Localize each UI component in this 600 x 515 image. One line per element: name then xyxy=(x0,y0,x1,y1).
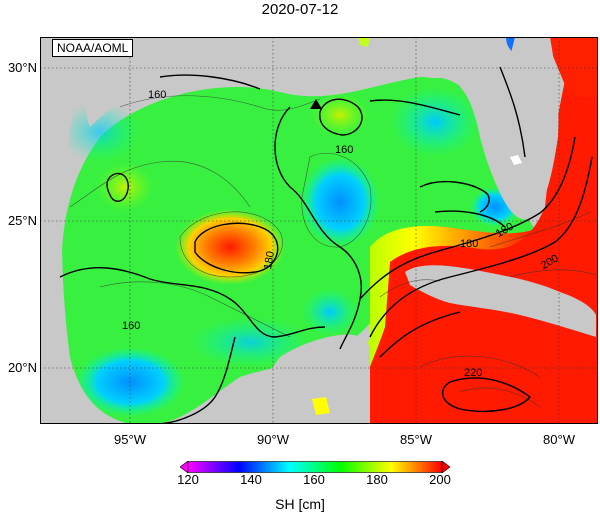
yucatan-coast-yellow xyxy=(312,397,330,415)
contour-label: 160 xyxy=(148,89,166,101)
colorbar-tick: 200 xyxy=(429,472,451,487)
cool-eddy-central xyxy=(300,157,380,247)
lat-tick-label: 30°N xyxy=(7,60,37,75)
florida-land xyxy=(460,37,559,220)
contour-label: 180 xyxy=(460,238,478,250)
lon-tick-label: 95°W xyxy=(114,432,146,447)
florida-keys-land xyxy=(510,155,522,165)
contour-label: 160 xyxy=(122,320,140,332)
coast-detail-yellow xyxy=(358,37,370,47)
colorbar-tick: 140 xyxy=(240,472,262,487)
contour-label: 160 xyxy=(335,144,353,156)
yellow-patch-west xyxy=(95,162,155,212)
colorbar-ramp xyxy=(187,461,443,473)
map-border xyxy=(40,37,598,424)
cyan-patch-northwest xyxy=(60,102,140,162)
colorbar-tick: 180 xyxy=(366,472,388,487)
mexico-land xyxy=(40,37,130,424)
contour-label: 220 xyxy=(464,367,482,379)
contour-label: 180 xyxy=(262,250,277,270)
colorbar-label: SH [cm] xyxy=(275,496,325,512)
lon-tick-label: 90°W xyxy=(257,432,289,447)
warm-eddy xyxy=(175,209,285,285)
triangle-marker xyxy=(310,99,322,109)
colorbar-tick: 160 xyxy=(303,472,325,487)
lon-tick-label: 80°W xyxy=(543,432,575,447)
credit-label: NOAA/AOML xyxy=(52,39,134,57)
cyan-patch-west xyxy=(190,317,310,367)
graticule xyxy=(40,37,598,424)
colorbar xyxy=(179,460,451,478)
atlantic-warm-water xyxy=(545,37,598,97)
colorbar-max-arrow xyxy=(441,460,451,474)
cuba-land xyxy=(405,265,596,337)
colorbar-tick: 120 xyxy=(177,472,199,487)
lat-tick-label: 20°N xyxy=(7,360,37,375)
thick-contours xyxy=(59,66,593,424)
cyan-patch-northeast xyxy=(390,87,480,157)
sea-height-map: 160 160 160 180 180 180 200 220 xyxy=(40,37,598,424)
yucatan-land xyxy=(240,334,370,424)
lat-tick-label: 25°N xyxy=(7,213,37,228)
gulf-water xyxy=(61,76,540,424)
thin-contours xyxy=(69,95,597,408)
lon-tick-label: 85°W xyxy=(400,432,432,447)
map-title: 2020-07-12 xyxy=(261,1,339,18)
mississippi-delta xyxy=(276,67,302,89)
caribbean-warm-water xyxy=(350,37,598,424)
cool-eddy-south xyxy=(302,288,358,336)
